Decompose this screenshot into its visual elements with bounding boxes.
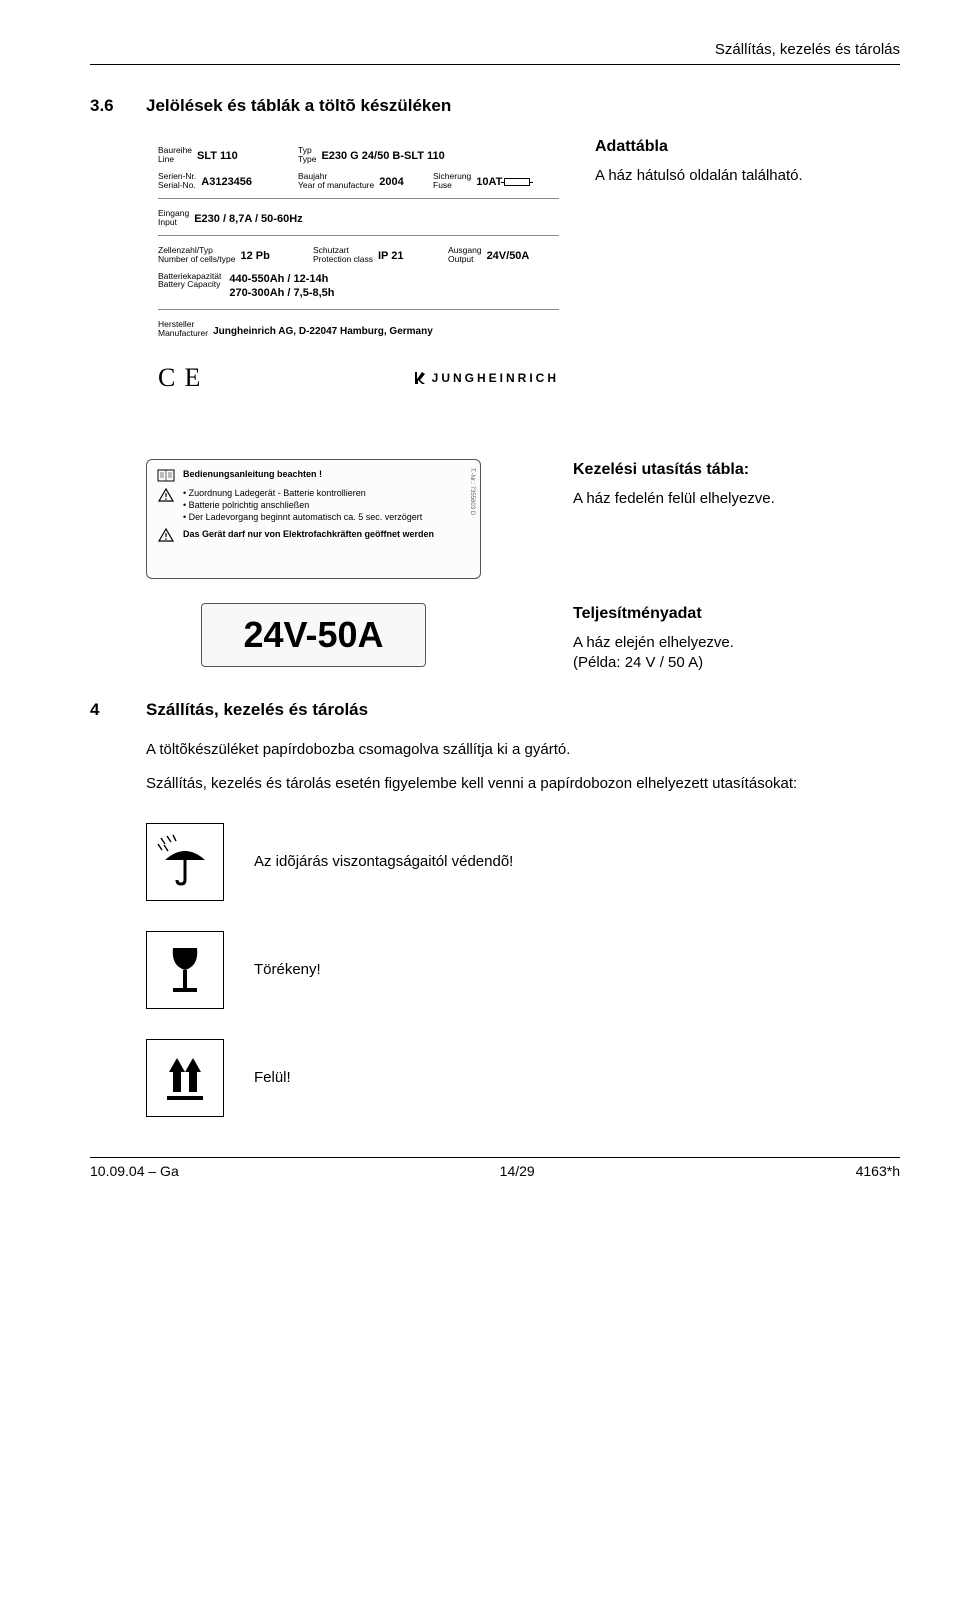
paragraph: A töltõkészüléket papírdobozba csomagolv… [146,740,900,760]
section-title: Jelölések és táblák a töltõ készüléken [146,95,451,118]
footer-center: 14/29 [500,1162,535,1181]
performance-text1: A ház elején elhelyezve. [573,633,900,653]
value: 24V/50A [487,249,530,264]
instructions-label-image: T.-Nr.: 7355803 D Bedienungsanleitung be… [146,459,481,579]
section-num: 4 [90,699,146,722]
footer: 10.09.04 – Ga 14/29 4163*h [90,1157,900,1181]
keep-dry-icon [146,823,224,901]
value: 440-550Ah / 12-14h [229,272,334,287]
performance-heading: Teljesítményadat [573,603,900,625]
page-header: Szállítás, kezelés és tárolás [90,40,900,60]
text: • Zuordnung Ladegerät - Batterie kontrol… [183,487,422,499]
section-num: 3.6 [90,95,146,118]
adattabla-text: A ház hátulsó oldalán található. [595,166,900,186]
label: Battery Capacity [158,280,221,289]
label: Manufacturer [158,329,208,338]
header-rule [90,64,900,65]
text: Bedienungsanleitung beachten ! [183,469,322,479]
value: 12 Pb [240,249,269,264]
text: Das Gerät darf nur von Elektrofachkräfte… [183,529,434,539]
value: 2004 [379,175,403,190]
section-3-6: 3.6 Jelölések és táblák a töltõ készülék… [90,95,900,118]
nameplate: BaureiheLine SLT 110 TypType E230 G 24/5… [146,136,571,431]
value: A3123456 [201,175,252,190]
warning-triangle-icon [157,487,175,502]
text: • Der Ladevorgang beginnt automatisch ca… [183,511,422,523]
fragile-text: Törékeny! [254,960,321,980]
value: Jungheinrich AG, D-22047 Hamburg, German… [213,325,433,339]
this-way-up-icon [146,1039,224,1117]
jungheinrich-logo: JUNGHEINRICH [412,370,559,386]
label: Serial-No. [158,181,196,190]
text: • Batterie polrichtig anschließen [183,499,422,511]
label: Year of manufacture [298,181,374,190]
adattabla-heading: Adattábla [595,136,900,158]
label: Protection class [313,255,373,264]
value: 10AT [476,176,502,188]
label: Number of cells/type [158,255,235,264]
paragraph: Szállítás, kezelés és tárolás esetén fig… [146,774,900,794]
value: E230 G 24/50 B-SLT 110 [321,149,444,164]
label: Fuse [433,181,471,190]
section-4: 4 Szállítás, kezelés és tárolás [90,699,900,722]
performance-text2: (Példa: 24 V / 50 A) [573,653,900,673]
value: SLT 110 [197,149,238,164]
value: 270-300Ah / 7,5-8,5h [229,286,334,301]
logo-text: JUNGHEINRICH [432,370,559,386]
label: Input [158,218,189,227]
book-icon [157,468,175,483]
label: Type [298,155,316,164]
weather-text: Az idõjárás viszontagságaitól védendõ! [254,852,513,872]
section-title: Szállítás, kezelés és tárolás [146,699,368,722]
performance-label-image: 24V-50A [201,603,426,667]
fragile-icon [146,931,224,1009]
label: Output [448,255,482,264]
fuse-icon [504,178,530,186]
footer-left: 10.09.04 – Ga [90,1162,179,1181]
footer-right: 4163*h [856,1162,900,1181]
up-text: Felül! [254,1068,291,1088]
value: IP 21 [378,249,404,264]
instructions-text: A ház fedelén felül elhelyezve. [573,489,900,509]
instructions-heading: Kezelési utasítás tábla: [573,459,900,481]
label: Line [158,155,192,164]
warning-triangle-icon [157,528,175,543]
side-code: T.-Nr.: 7355803 D [468,468,476,515]
value: E230 / 8,7A / 50-60Hz [194,212,302,227]
ce-mark: C E [158,360,202,395]
